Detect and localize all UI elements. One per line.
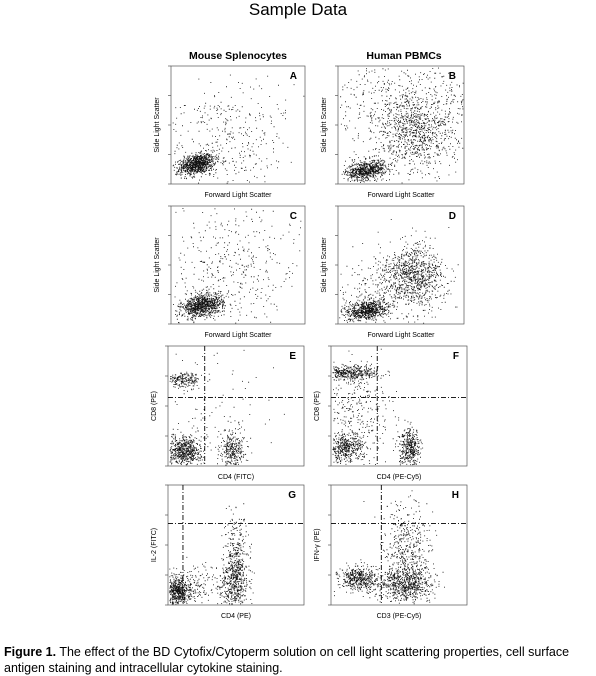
y-axis-label: IL-2 (FITC) xyxy=(151,528,158,562)
panel-H: H CD3 (PE-Cy5) IFN-γ (PE) xyxy=(314,484,468,620)
caption-label: Figure 1. xyxy=(4,645,57,659)
y-axis-label: Side Light Scatter xyxy=(321,237,328,293)
scatter-points-G xyxy=(169,503,255,605)
panel-B: B Forward Light Scatter Side Light Scatter xyxy=(321,65,465,199)
panel-E: E CD4 (FITC) CD8 (PE) xyxy=(151,345,305,481)
page-title: Sample Data xyxy=(248,0,348,19)
y-axis-label: Side Light Scatter xyxy=(154,97,161,153)
y-axis-label: CD8 (PE) xyxy=(314,391,321,421)
caption-text: The effect of the BD Cytofix/Cytoperm so… xyxy=(4,645,570,675)
panel-letter: A xyxy=(290,71,297,82)
x-axis-label: Forward Light Scatter xyxy=(205,192,273,199)
panel-C: C Forward Light Scatter Side Light Scatter xyxy=(154,205,306,339)
panel-letter: G xyxy=(288,490,296,501)
plot-frame-B xyxy=(337,65,465,185)
x-axis-label: Forward Light Scatter xyxy=(368,332,436,339)
panel-letter: C xyxy=(290,211,297,222)
x-axis-label: CD4 (PE-Cy5) xyxy=(377,474,422,481)
scatter-points-C xyxy=(173,208,302,324)
plot-frame-A xyxy=(170,65,306,185)
panel-letter: B xyxy=(449,71,456,82)
panel-A: A Forward Light Scatter Side Light Scatter xyxy=(154,65,306,199)
scatter-points-D xyxy=(339,219,459,324)
scatter-points-H xyxy=(333,490,445,605)
x-axis-label: CD3 (PE-Cy5) xyxy=(377,613,422,620)
flow-cytometry-panels: A Forward Light Scatter Side Light Scatter… xyxy=(151,65,468,620)
panel-letter: E xyxy=(289,351,296,362)
column-header-human: Human PBMCs xyxy=(366,50,442,62)
x-axis-label: Forward Light Scatter xyxy=(205,332,273,339)
panel-D: D Forward Light Scatter Side Light Scatter xyxy=(321,205,465,339)
scatter-points-A xyxy=(172,74,305,184)
x-axis-label: Forward Light Scatter xyxy=(368,192,436,199)
y-axis-label: Side Light Scatter xyxy=(154,237,161,293)
panel-letter: H xyxy=(452,490,459,501)
panel-F: F CD4 (PE-Cy5) CD8 (PE) xyxy=(314,345,468,481)
panel-G: G CD4 (PE) IL-2 (FITC) xyxy=(151,484,305,620)
panel-letter: F xyxy=(453,351,459,362)
column-header-mouse: Mouse Splenocytes xyxy=(188,50,288,62)
y-axis-label: CD8 (PE) xyxy=(151,391,158,421)
scatter-points-B xyxy=(340,67,464,184)
plot-frame-F xyxy=(330,345,468,467)
scatter-points-E xyxy=(169,349,285,466)
x-axis-label: CD4 (PE) xyxy=(221,613,251,620)
y-axis-label: Side Light Scatter xyxy=(321,97,328,153)
y-axis-label: IFN-γ (PE) xyxy=(314,528,321,561)
x-axis-label: CD4 (FITC) xyxy=(218,474,254,481)
figure-caption: Figure 1. The effect of the BD Cytofix/C… xyxy=(4,644,594,676)
panel-letter: D xyxy=(449,211,456,222)
scatter-points-F xyxy=(332,348,424,466)
